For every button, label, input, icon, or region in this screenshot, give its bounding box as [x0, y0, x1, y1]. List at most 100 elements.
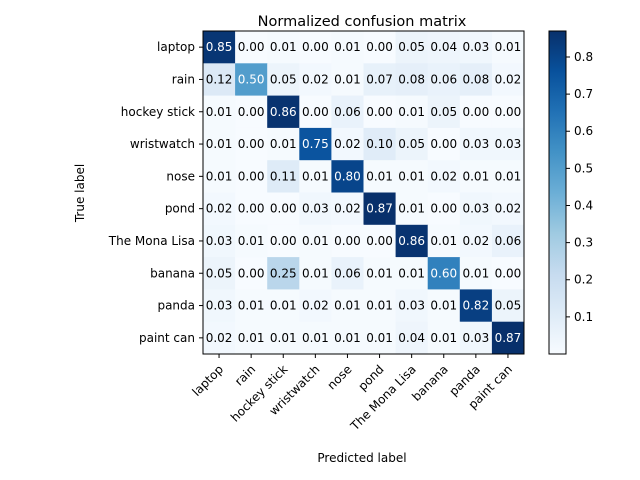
heatmap-cell: [363, 224, 397, 258]
cell-value-label: 0.01: [366, 299, 393, 313]
cell-value-label: 0.04: [398, 331, 425, 345]
chart-title: Normalized confusion matrix: [258, 14, 467, 30]
heatmap-cell: [235, 63, 268, 97]
cell-value-label: 0.06: [495, 234, 522, 248]
heatmap-cell: [267, 257, 300, 290]
heatmap-cell: [203, 192, 236, 226]
cell-value-label: 0.02: [206, 331, 233, 345]
heatmap-cell: [331, 257, 364, 290]
cell-value-label: 0.01: [398, 266, 425, 280]
cell-value-label: 0.75: [302, 137, 329, 151]
cell-value-label: 0.06: [334, 266, 361, 280]
cell-value-label: 0.00: [366, 234, 393, 248]
cell-value-label: 0.12: [206, 72, 233, 86]
cell-value-label: 0.01: [270, 299, 297, 313]
heatmap-cell: [459, 95, 493, 129]
heatmap-cell: [203, 289, 236, 323]
cell-value-label: 0.05: [270, 72, 297, 86]
y-tick-label: laptop: [157, 40, 195, 54]
y-tick-label: rain: [172, 72, 195, 86]
cell-value-label: 0.01: [206, 169, 233, 183]
cell-value-label: 0.01: [334, 40, 361, 54]
heatmap-cell: [427, 192, 461, 226]
heatmap-cell: [395, 31, 429, 64]
heatmap-cell: [427, 31, 461, 64]
heatmap-cell: [427, 63, 461, 97]
cell-value-label: 0.02: [495, 72, 522, 86]
heatmap-cell: [427, 321, 461, 355]
colorbar-ticks: 0.1 0.2 0.3 0.4 0.5 0.6 0.7 0.8: [566, 50, 593, 324]
x-tick-label: rain: [232, 362, 258, 388]
cell-value-label: 0.00: [495, 105, 522, 119]
cell-value-label: 0.86: [270, 105, 297, 119]
cell-value-label: 0.03: [206, 234, 233, 248]
heatmap-cell: [235, 321, 268, 355]
heatmap-cell: [491, 289, 525, 323]
y-tick-label: panda: [157, 299, 195, 313]
x-tick-label: nose: [324, 362, 354, 392]
heatmap-cell: [427, 127, 461, 161]
x-tick-label: laptop: [189, 362, 226, 399]
heatmap-cell: [203, 31, 236, 64]
cell-value-label: 0.00: [462, 105, 489, 119]
heatmap-cell: [459, 321, 493, 355]
cell-value-label: 0.00: [270, 234, 297, 248]
cell-value-label: 0.85: [206, 40, 233, 54]
heatmap-cell: [331, 95, 364, 129]
heatmap-cell-labels: 0.85 0.00 0.01 0.00 0.01 0.00 0.05 0.04 0.03 0.01…: [206, 40, 522, 345]
cell-value-label: 0.05: [398, 137, 425, 151]
heatmap-cell: [363, 63, 397, 97]
heatmap-cell: [235, 192, 268, 226]
heatmap-cell: [363, 160, 397, 193]
y-tick-label: The Mona Lisa: [108, 234, 195, 248]
cell-value-label: 0.00: [302, 40, 329, 54]
heatmap-cell: [395, 63, 429, 97]
heatmap-cell: [299, 321, 332, 355]
heatmap-cell: [267, 127, 300, 161]
cell-value-label: 0.01: [334, 331, 361, 345]
cell-value-label: 0.00: [334, 234, 361, 248]
cell-value-label: 0.00: [430, 137, 457, 151]
y-tick-label: nose: [166, 169, 195, 183]
heatmap-cell: [299, 63, 332, 97]
heatmap-cell: [267, 289, 300, 323]
heatmap-cell: [235, 95, 268, 129]
cell-value-label: 0.01: [206, 105, 233, 119]
cell-value-label: 0.01: [302, 331, 329, 345]
colorbar-tick-label: 0.8: [574, 50, 593, 64]
cell-value-label: 0.00: [238, 105, 265, 119]
cell-value-label: 0.02: [334, 202, 361, 216]
heatmap-cell: [491, 95, 525, 129]
heatmap-cell: [363, 289, 397, 323]
heatmap-cell: [363, 257, 397, 290]
cell-value-label: 0.10: [366, 137, 393, 151]
cell-value-label: 0.06: [334, 105, 361, 119]
heatmap-cell: [427, 289, 461, 323]
cell-value-label: 0.00: [302, 105, 329, 119]
heatmap-cell: [235, 257, 268, 290]
cell-value-label: 0.02: [462, 234, 489, 248]
heatmap-cell: [331, 192, 364, 226]
heatmap-cell: [459, 224, 493, 258]
cell-value-label: 0.03: [302, 202, 329, 216]
cell-value-label: 0.01: [302, 169, 329, 183]
cell-value-label: 0.03: [462, 137, 489, 151]
heatmap-cell: [235, 289, 268, 323]
heatmap-cell: [299, 31, 332, 64]
colorbar-tick-label: 0.3: [574, 236, 593, 250]
cell-value-label: 0.02: [206, 202, 233, 216]
y-axis-ticks: laptop rain hockey stick wristwatch nose pond…: [108, 40, 203, 345]
heatmap-cell: [395, 257, 429, 290]
heatmap-cell: [331, 127, 364, 161]
cell-value-label: 0.25: [270, 266, 297, 280]
y-axis-label: True label: [73, 164, 87, 223]
cell-value-label: 0.82: [462, 299, 489, 313]
heatmap-cell: [427, 257, 461, 290]
heatmap-cell: [427, 224, 461, 258]
cell-value-label: 0.03: [462, 202, 489, 216]
heatmap-cell: [491, 63, 525, 97]
cell-value-label: 0.01: [270, 137, 297, 151]
heatmap-cell: [235, 127, 268, 161]
heatmap-cell: [395, 321, 429, 355]
cell-value-label: 0.00: [366, 40, 393, 54]
